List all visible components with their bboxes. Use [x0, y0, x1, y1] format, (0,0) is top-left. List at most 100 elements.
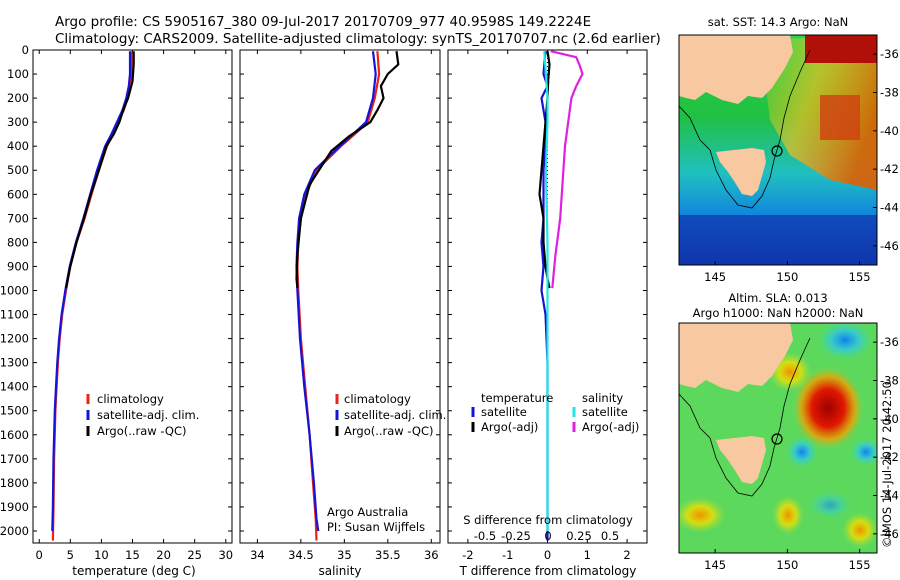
x-tick-label: 34 [250, 548, 265, 562]
difference-panel: -2 -1 0 1 2 S difference from climatology -0… [447, 49, 648, 578]
mainland-australia [679, 323, 793, 392]
temperature-lines [51, 51, 135, 541]
tasmania [716, 148, 766, 196]
s-difference-label: S difference from climatology [463, 513, 633, 527]
series-line-argo-raw-qc- [295, 51, 400, 289]
x-tick-label: 10 [94, 548, 109, 562]
depth-tick-label: 2000 [0, 524, 29, 538]
x-tick-label: 15 [125, 548, 140, 562]
map-y-tick-label: -46 [880, 527, 899, 541]
depth-tick-label: 1500 [0, 404, 29, 418]
s-tick-label: 0.25 [566, 529, 592, 543]
temperature-x-axis: 0 5 10 15 20 25 30 [36, 50, 233, 562]
x-tick-label: 0 [36, 548, 43, 562]
depth-tick-label: 400 [7, 139, 29, 153]
map-y-tick-label: -40 [880, 412, 899, 426]
shelf-contour [679, 337, 811, 497]
float-location-marker [771, 145, 783, 157]
legend-label-argo: Argo(-adj) [481, 420, 538, 434]
x-tick-label: 0 [544, 548, 551, 562]
map-y-tick-label: -38 [880, 86, 899, 100]
salinity-legend: climatology satellite-adj. clim. Argo(..… [335, 392, 446, 438]
x-tick-label: 5 [67, 548, 74, 562]
annotation-line-2: PI: Susan Wijffels [327, 520, 425, 534]
salinity-axes-frame [239, 49, 441, 544]
depth-tick-label: 1000 [0, 283, 29, 297]
legend-label-satellite: satellite-adj. clim. [344, 408, 446, 422]
map-y-tick-label: -44 [880, 201, 899, 215]
depth-tick-label: 1400 [0, 380, 29, 394]
legend-title-salinity: salinity [582, 391, 623, 405]
s-tick-label: 0 [544, 529, 551, 543]
series-line-satellite-adj-clim- [295, 51, 377, 532]
x-tick-label: 34.5 [288, 548, 314, 562]
x-tick-label: 35 [337, 548, 352, 562]
temperature-axes-frame [32, 49, 233, 544]
map-x-tick-label: 150 [776, 270, 798, 284]
depth-tick-label: 1600 [0, 428, 29, 442]
s-tick-label: -0.25 [501, 529, 531, 543]
map-x-tick-label: 155 [849, 558, 871, 572]
salinity-x-axis: 34 34.5 35 35.5 36 [250, 50, 439, 562]
map-y-tick-label: -36 [880, 335, 899, 349]
annotation-line-1: Argo Australia [327, 505, 408, 519]
temperature-legend: climatology satellite-adj. clim. Argo(..… [86, 392, 199, 438]
temperature-xlabel: temperature (deg C) [72, 564, 195, 578]
map-x-tick-label: 145 [704, 558, 726, 572]
x-tick-label: 20 [156, 548, 171, 562]
sla-map-panel: Altim. SLA: 0.013 Argo h1000: NaN h2000:… [678, 291, 899, 572]
depth-tick-label: 1100 [0, 308, 29, 322]
x-tick-label: 35.5 [375, 548, 401, 562]
sla-map-frame [678, 322, 878, 554]
difference-legend: temperature satellite Argo(-adj) salinit… [471, 391, 639, 434]
depth-tick-label: 0 [22, 43, 29, 57]
map-y-tick-label: -40 [880, 124, 899, 138]
map-x-tick-label: 155 [849, 270, 871, 284]
legend-label-satellite: satellite [481, 405, 527, 419]
sla-map-subtitle: Argo h1000: NaN h2000: NaN [693, 306, 864, 320]
legend-label-argo: Argo(..raw -QC) [97, 424, 187, 438]
depth-tick-label: 1200 [0, 332, 29, 346]
map-y-tick-label: -46 [880, 239, 899, 253]
sst-warm-region [760, 35, 877, 190]
credit-text: ©IMOS 14-Jul-2017 20:42:50 [880, 381, 894, 548]
depth-tick-label: 300 [7, 115, 29, 129]
x-tick-label: 25 [187, 548, 202, 562]
mainland-australia [679, 35, 793, 104]
header-line-1: Argo profile: CS 5905167_380 09-Jul-2017… [55, 14, 591, 30]
sla-map-title: Altim. SLA: 0.013 [728, 291, 827, 305]
depth-tick-label: 600 [7, 187, 29, 201]
map-y-tick-label: -36 [880, 47, 899, 61]
sla-blob [808, 491, 852, 519]
s-tick-label: 0.5 [601, 529, 619, 543]
tasmania [716, 436, 766, 484]
series-line-argo-raw-qc- [64, 51, 135, 289]
sla-blob [842, 512, 877, 548]
sst-map-axes: 145 150 155 -36 -38 -40 -42 -44 -46 [704, 47, 899, 284]
x-tick-label: 2 [623, 548, 630, 562]
depth-tick-label: 1900 [0, 500, 29, 514]
sst-cold-band [679, 215, 877, 265]
x-tick-label: 30 [218, 548, 233, 562]
series-line-argo-adj- [538, 51, 551, 289]
map-y-tick-label: -38 [880, 374, 899, 388]
sla-map-axes: 145 150 155 -36 -38 -40 -42 -44 -46 [704, 335, 899, 572]
salinity-panel: 34 34.5 35 35.5 36 salinity climatology sate… [239, 49, 446, 578]
depth-tick-label: 100 [7, 67, 29, 81]
depth-tick-label: 800 [7, 235, 29, 249]
t-difference-label: T difference from climatology [459, 564, 637, 578]
x-tick-label: -2 [462, 548, 473, 562]
depth-tick-label: 700 [7, 211, 29, 225]
sst-hot-spot-2 [820, 95, 860, 140]
legend-title-temperature: temperature [481, 391, 553, 405]
legend-label-climatology: climatology [97, 392, 164, 406]
float-location-marker [771, 433, 783, 445]
sst-map-frame [678, 34, 878, 266]
sla-blob [817, 323, 873, 360]
legend-label-climatology: climatology [344, 392, 411, 406]
map-y-tick-label: -42 [880, 162, 899, 176]
sst-map-title: sat. SST: 14.3 Argo: NaN [708, 15, 849, 29]
depth-tick-label: 1300 [0, 356, 29, 370]
map-x-tick-label: 145 [704, 270, 726, 284]
